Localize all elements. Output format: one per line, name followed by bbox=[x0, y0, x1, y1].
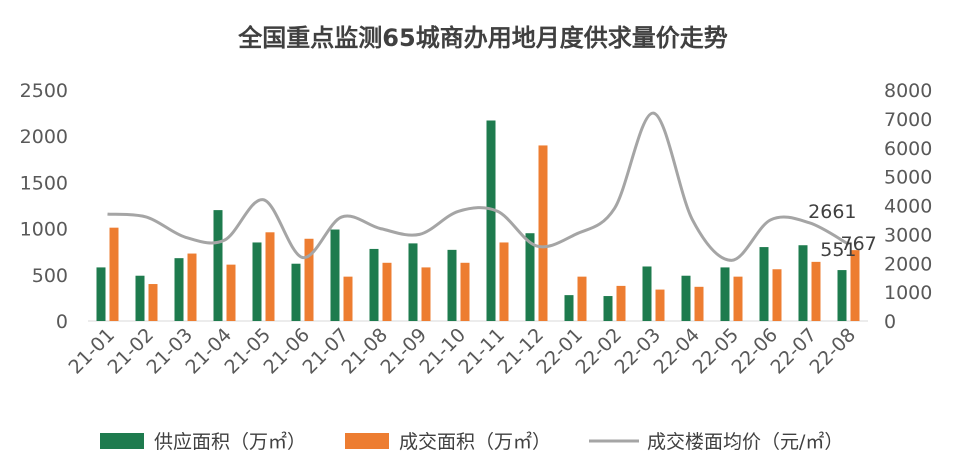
y-right-tick-label: 4000 bbox=[884, 196, 932, 218]
deal-bar bbox=[850, 250, 860, 321]
y-left-tick-label: 2500 bbox=[20, 80, 68, 102]
y-right-tick-label: 8000 bbox=[884, 80, 932, 102]
supply-bar bbox=[174, 258, 184, 321]
supply-bar bbox=[642, 266, 652, 321]
deal-bar bbox=[304, 238, 314, 321]
deal-bar bbox=[148, 284, 158, 321]
chart-title: 全国重点监测65城商办用地月度供求量价走势 bbox=[238, 24, 728, 52]
y-right-tick-label: 3000 bbox=[884, 224, 932, 246]
supply-bar bbox=[447, 249, 457, 321]
y-left-tick-label: 500 bbox=[32, 265, 68, 287]
deal-bar bbox=[811, 261, 821, 321]
supply-bar bbox=[330, 229, 340, 321]
supply-bar bbox=[759, 247, 769, 321]
y-right-tick-label: 7000 bbox=[884, 109, 932, 131]
supply-bar bbox=[564, 295, 574, 321]
legend-swatch bbox=[100, 433, 144, 449]
deal-bar bbox=[421, 267, 431, 321]
deal-bar bbox=[577, 276, 587, 321]
deal-bar bbox=[733, 276, 743, 321]
deal-bar bbox=[109, 227, 119, 321]
supply-bar bbox=[213, 210, 223, 321]
y-left-tick-label: 0 bbox=[56, 311, 68, 333]
y-left-tick-label: 2000 bbox=[20, 126, 68, 148]
supply-bar bbox=[135, 275, 145, 321]
data-label: 767 bbox=[841, 233, 877, 255]
supply-bar bbox=[837, 270, 847, 321]
y-right-tick-label: 5000 bbox=[884, 167, 932, 189]
supply-bar bbox=[252, 242, 262, 321]
supply-bar bbox=[408, 243, 418, 321]
deal-bar bbox=[187, 253, 197, 321]
supply-bar bbox=[798, 245, 808, 321]
deal-bar bbox=[694, 286, 704, 321]
supply-bar bbox=[720, 267, 730, 321]
data-label: 551 bbox=[820, 239, 856, 261]
deal-bar bbox=[538, 145, 548, 321]
y-right-tick-label: 0 bbox=[884, 311, 896, 333]
legend-label: 供应面积（万㎡） bbox=[154, 430, 306, 453]
supply-bar bbox=[486, 120, 496, 321]
deal-bar bbox=[343, 276, 353, 321]
deal-bar bbox=[226, 264, 236, 321]
supply-bar bbox=[681, 275, 691, 321]
supply-bar bbox=[96, 267, 106, 321]
y-right-tick-label: 2000 bbox=[884, 253, 932, 275]
legend-swatch bbox=[345, 433, 389, 449]
data-label: 2661 bbox=[808, 201, 856, 223]
y-right-tick-label: 6000 bbox=[884, 138, 932, 160]
deal-bar bbox=[655, 289, 665, 321]
y-left-tick-label: 1000 bbox=[20, 219, 68, 241]
avg-price-line bbox=[107, 111, 850, 262]
deal-bar bbox=[265, 232, 275, 321]
supply-bar bbox=[369, 248, 379, 321]
y-right-tick-label: 1000 bbox=[884, 282, 932, 304]
deal-bar bbox=[499, 242, 509, 321]
supply-bar bbox=[525, 233, 535, 321]
y-left-tick-label: 1500 bbox=[20, 172, 68, 194]
deal-bar bbox=[616, 285, 626, 321]
deal-bar bbox=[460, 262, 470, 321]
legend-label: 成交面积（万㎡） bbox=[399, 430, 551, 453]
deal-bar bbox=[382, 262, 392, 321]
supply-bar bbox=[603, 296, 613, 321]
deal-bar bbox=[772, 269, 782, 321]
legend-label: 成交楼面均价（元/㎡） bbox=[647, 430, 843, 453]
supply-bar bbox=[291, 263, 301, 321]
